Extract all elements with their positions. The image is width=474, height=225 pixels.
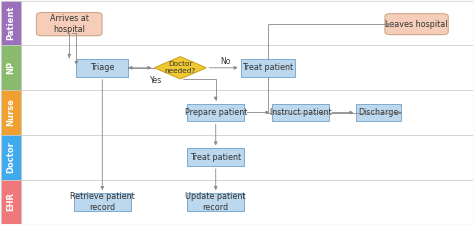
Text: Instruct patient: Instruct patient bbox=[270, 108, 332, 117]
Text: NP: NP bbox=[6, 61, 15, 74]
Text: Doctor
needed?: Doctor needed? bbox=[164, 61, 196, 74]
Bar bbox=[0, 1, 20, 45]
Bar bbox=[187, 193, 244, 211]
Bar bbox=[0, 90, 20, 135]
Bar bbox=[20, 1, 474, 45]
Bar bbox=[20, 180, 474, 224]
Text: No: No bbox=[220, 57, 231, 66]
Bar bbox=[240, 59, 295, 77]
Text: Update patient
record: Update patient record bbox=[185, 192, 246, 212]
FancyBboxPatch shape bbox=[36, 13, 102, 36]
Bar bbox=[0, 45, 20, 90]
Polygon shape bbox=[155, 57, 206, 79]
Bar bbox=[187, 104, 244, 122]
Text: Retrieve patient
record: Retrieve patient record bbox=[70, 192, 135, 212]
Text: Yes: Yes bbox=[150, 76, 162, 86]
Text: Leaves hospital: Leaves hospital bbox=[385, 20, 448, 29]
Bar bbox=[20, 45, 474, 90]
Bar bbox=[76, 59, 128, 77]
Text: Patient: Patient bbox=[6, 6, 15, 40]
Bar bbox=[356, 104, 401, 122]
Text: Treat patient: Treat patient bbox=[190, 153, 241, 162]
Bar bbox=[0, 135, 20, 180]
Bar bbox=[20, 135, 474, 180]
Text: Discharge: Discharge bbox=[359, 108, 399, 117]
Text: EHR: EHR bbox=[6, 192, 15, 212]
Text: Prepare patient: Prepare patient bbox=[184, 108, 247, 117]
Text: Triage: Triage bbox=[90, 63, 115, 72]
Text: Treat patient: Treat patient bbox=[242, 63, 293, 72]
Text: Nurse: Nurse bbox=[6, 99, 15, 126]
Bar bbox=[0, 180, 20, 224]
FancyBboxPatch shape bbox=[385, 14, 448, 35]
Bar bbox=[273, 104, 329, 122]
Text: Doctor: Doctor bbox=[6, 141, 15, 173]
Bar bbox=[187, 148, 244, 166]
Bar bbox=[20, 90, 474, 135]
Text: Arrives at
hospital: Arrives at hospital bbox=[50, 14, 89, 34]
Bar bbox=[74, 193, 131, 211]
